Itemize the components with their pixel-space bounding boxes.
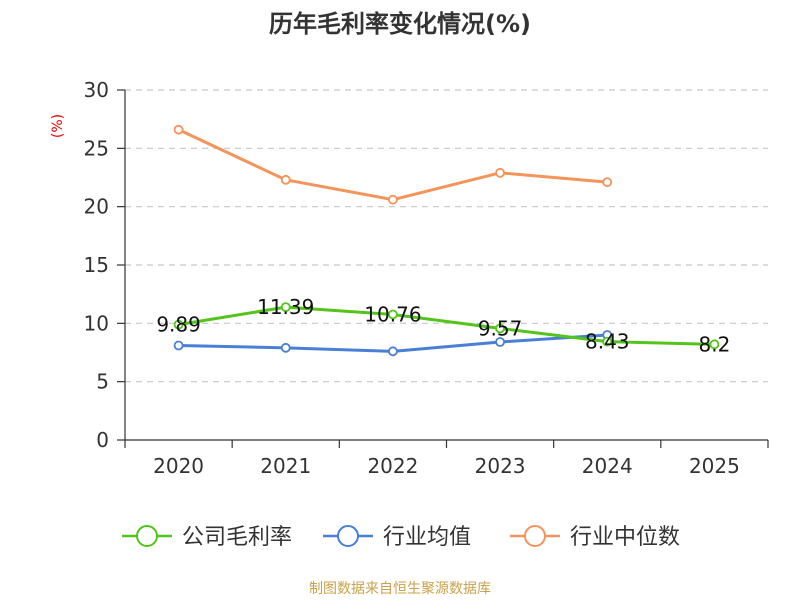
source-note: 制图数据来自恒生聚源数据库: [309, 581, 491, 597]
data-label-2021: 11.39: [257, 295, 314, 319]
series-lines: [173, 124, 720, 357]
data-point-s0-2023: [495, 323, 505, 334]
y-tick-label-30: 30: [84, 78, 109, 102]
data-point-s0-2024: [602, 336, 613, 347]
data-point-s1-2022: [388, 346, 398, 357]
legend-label-0: 公司毛利率: [182, 525, 292, 550]
x-tick-label-2025: 2025: [689, 454, 740, 478]
data-point-s0-2025: [709, 339, 720, 350]
data-label-2025: 8.2: [699, 332, 731, 356]
y-axis-unit-label: (%): [50, 114, 66, 138]
data-point-s1-2023: [495, 337, 505, 347]
y-tick-label-0: 0: [96, 428, 109, 452]
y-tick-label-5: 5: [96, 370, 109, 394]
data-point-s2-2023: [495, 167, 505, 178]
legend-swatch-marker-1: [337, 525, 359, 547]
data-point-s0-2021: [280, 302, 291, 313]
data-point-s2-2020: [173, 124, 184, 135]
data-point-s2-2021: [280, 174, 291, 185]
x-tick-label-2024: 2024: [582, 454, 633, 478]
x-tick-label-2021: 2021: [260, 454, 311, 478]
data-point-s2-2022: [388, 194, 398, 205]
data-point-s1-2021: [280, 342, 291, 353]
x-tick-label-2023: 2023: [475, 454, 526, 478]
y-tick-label-15: 15: [84, 253, 109, 277]
legend: 公司毛利率 行业均值 行业中位数: [122, 525, 680, 550]
data-point-s0-2020: [173, 319, 184, 330]
legend-label-1: 行业均值: [383, 525, 471, 550]
data-point-s2-2024: [602, 177, 613, 188]
x-tick-label-2022: 2022: [367, 454, 418, 478]
gridlines: [125, 89, 768, 383]
legend-label-2: 行业中位数: [570, 525, 680, 550]
x-tick-label-2020: 2020: [153, 454, 204, 478]
data-label-2022: 10.76: [364, 302, 421, 326]
data-label-2023: 9.57: [478, 316, 523, 340]
series-line-2: [177, 128, 608, 202]
legend-swatch-marker-0: [136, 525, 158, 547]
data-label-2024: 8.43: [585, 330, 630, 354]
chart-title: 历年毛利率变化情况(%): [269, 10, 531, 38]
legend-swatch-marker-2: [524, 525, 546, 547]
data-point-s0-2022: [388, 309, 398, 320]
series-line-0: [178, 305, 715, 346]
data-label-2020: 9.89: [156, 313, 201, 337]
y-tick-label-25: 25: [84, 136, 109, 160]
data-point-s1-2020: [173, 340, 184, 351]
data-labels: 9.89 11.39 10.76 9.57 8.43 8.2: [156, 295, 730, 356]
y-tick-label-10: 10: [84, 311, 109, 335]
y-tick-label-20: 20: [84, 195, 109, 219]
